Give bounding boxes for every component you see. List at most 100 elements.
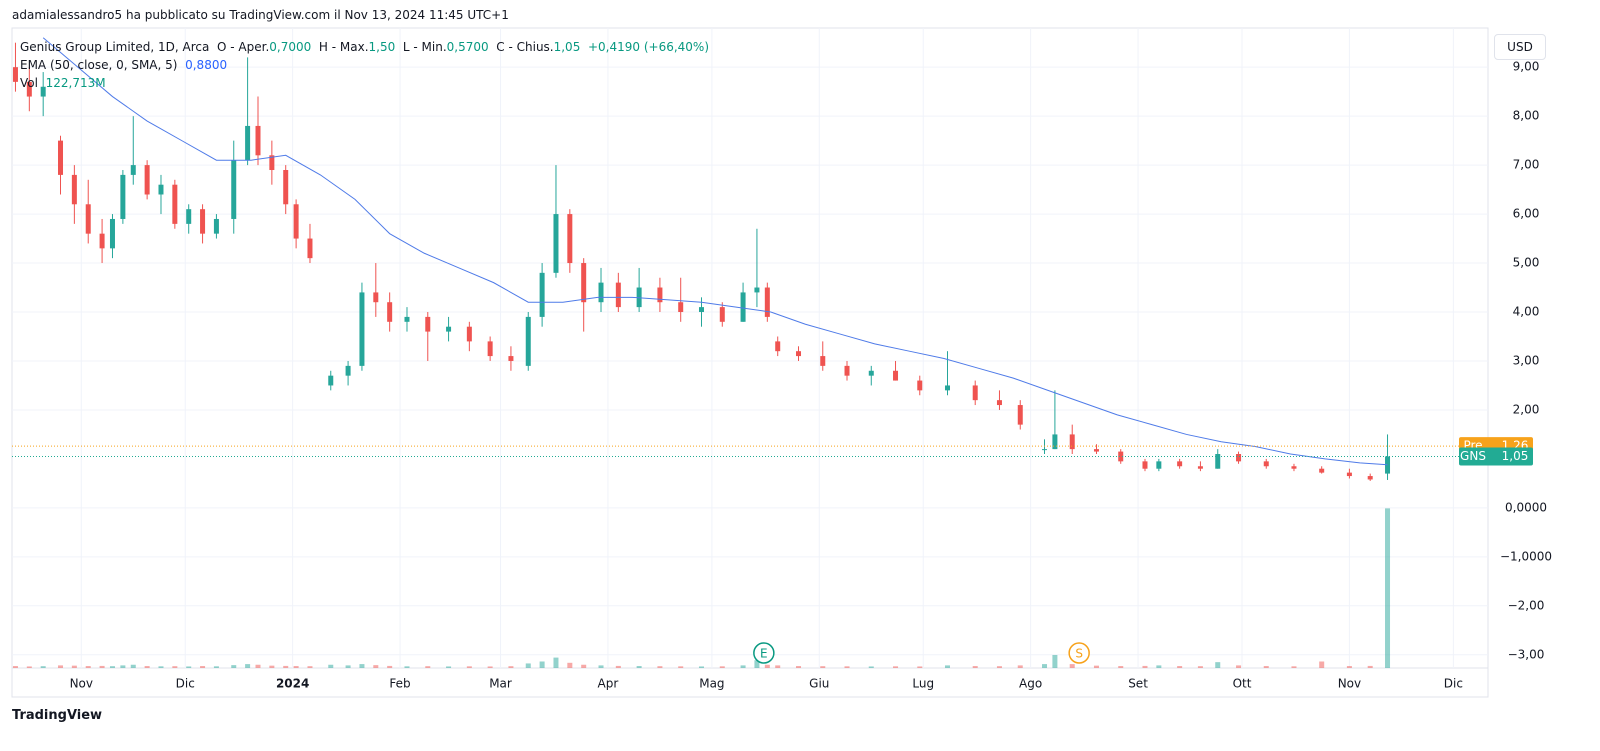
candle-body: [1118, 451, 1124, 462]
candle-body: [1156, 461, 1162, 469]
volume-bar: [85, 666, 91, 668]
volume-bar: [796, 666, 802, 668]
x-tick-label: Mag: [699, 677, 724, 691]
candle-body: [1291, 466, 1297, 469]
candle-body: [144, 165, 150, 195]
volume-bar: [255, 664, 261, 668]
candle-body: [553, 214, 559, 273]
candle-body: [1385, 456, 1391, 474]
label: L - Min.: [402, 40, 447, 54]
candle-body: [996, 400, 1002, 406]
candle-body: [26, 81, 32, 97]
volume-bar: [269, 665, 275, 668]
volume-bar: [917, 666, 923, 668]
volume-bar: [40, 666, 46, 668]
candle-body: [1093, 449, 1099, 452]
y-tick-label: −3,00: [1508, 647, 1545, 661]
volume-bar: [404, 666, 410, 668]
candle-body: [200, 209, 206, 234]
volume-bar: [158, 666, 164, 668]
volume-bar: [698, 666, 704, 668]
candle-body: [754, 287, 760, 293]
candle-body: [917, 380, 923, 391]
candle-body: [487, 341, 493, 357]
volume-bar: [1177, 666, 1183, 668]
candle-body: [373, 292, 379, 303]
volume-bar: [186, 666, 192, 668]
candle-body: [740, 292, 746, 322]
candle-body: [1236, 454, 1242, 462]
candle-body: [12, 67, 18, 82]
x-tick-label: Giu: [809, 677, 829, 691]
volume-bar: [120, 665, 126, 668]
y-tick-label: 3,00: [1513, 353, 1540, 367]
volume-bar: [1367, 665, 1373, 668]
ohlc-row: Genius Group Limited, 1D, Arca O - Aper.…: [20, 38, 709, 56]
volume-bar: [764, 664, 770, 668]
y-tick-label: 5,00: [1513, 256, 1540, 270]
volume-bar: [1142, 665, 1148, 668]
volume-bar: [719, 666, 725, 668]
volume-bar: [328, 664, 334, 668]
candle-body: [387, 302, 393, 322]
volume-bar: [1236, 665, 1242, 668]
volume-bar: [58, 665, 64, 668]
candle-body: [425, 316, 431, 332]
candle-body: [844, 365, 850, 376]
candle-body: [1017, 405, 1023, 425]
value: 122,713M: [45, 76, 106, 90]
volume-bar: [12, 666, 18, 668]
candle-body: [598, 282, 604, 303]
volume-bar: [359, 664, 365, 668]
volume-bar: [775, 665, 781, 668]
price-tag-value: 1,05: [1502, 449, 1529, 463]
candle-body: [868, 370, 874, 376]
brand: TradingView: [12, 708, 103, 723]
x-tick-label: Nov: [70, 677, 93, 691]
candle-body: [359, 292, 365, 366]
candle-body: [508, 356, 514, 361]
price-tag-bg: [1459, 447, 1533, 466]
candle-body: [213, 218, 219, 234]
label: EMA (50, close, 0, SMA, 5): [20, 58, 178, 72]
volume-bar: [99, 665, 105, 668]
volume-bar: [1197, 666, 1203, 668]
volume-bar: [740, 665, 746, 668]
y-tick-label: 4,00: [1513, 305, 1540, 319]
event-marker: [1068, 642, 1090, 664]
volume-bar: [1069, 664, 1075, 668]
volume-bar: [567, 662, 573, 668]
candle-body: [820, 356, 826, 366]
candle-body: [1263, 461, 1269, 467]
y-tick-label: 2,00: [1513, 402, 1540, 416]
volume-bar: [1052, 654, 1058, 668]
x-tick-label: 2024: [276, 677, 309, 691]
candle-body: [99, 233, 105, 249]
candle-body: [307, 238, 313, 259]
volume-bar: [200, 666, 206, 668]
x-tick-label: Apr: [598, 677, 619, 691]
x-tick-label: Lug: [912, 677, 934, 691]
candle-body: [186, 209, 192, 224]
candle-body: [539, 272, 545, 317]
volume-bar: [283, 665, 289, 668]
candle-body: [40, 86, 46, 97]
symbol: Genius Group Limited, 1D, Arca: [20, 40, 210, 54]
candle-body: [85, 204, 91, 234]
x-tick-label: Dic: [1444, 677, 1463, 691]
volume-bar: [425, 666, 431, 668]
volume-bar: [293, 666, 299, 668]
currency-button[interactable]: USD: [1494, 34, 1546, 60]
x-tick-label: Nov: [1338, 677, 1361, 691]
label: Vol: [20, 76, 38, 90]
x-tick-label: Mar: [489, 677, 512, 691]
ema-row: EMA (50, close, 0, SMA, 5) 0,8800: [20, 56, 709, 74]
candle-body: [1142, 461, 1148, 469]
candle-body: [158, 184, 164, 195]
candle-body: [1052, 434, 1058, 450]
y-tick-label: 6,00: [1513, 207, 1540, 221]
value: 0,5700: [446, 40, 489, 54]
value: 0,7000: [269, 40, 312, 54]
volume-bar: [26, 666, 32, 668]
volume-bar: [1156, 665, 1162, 668]
